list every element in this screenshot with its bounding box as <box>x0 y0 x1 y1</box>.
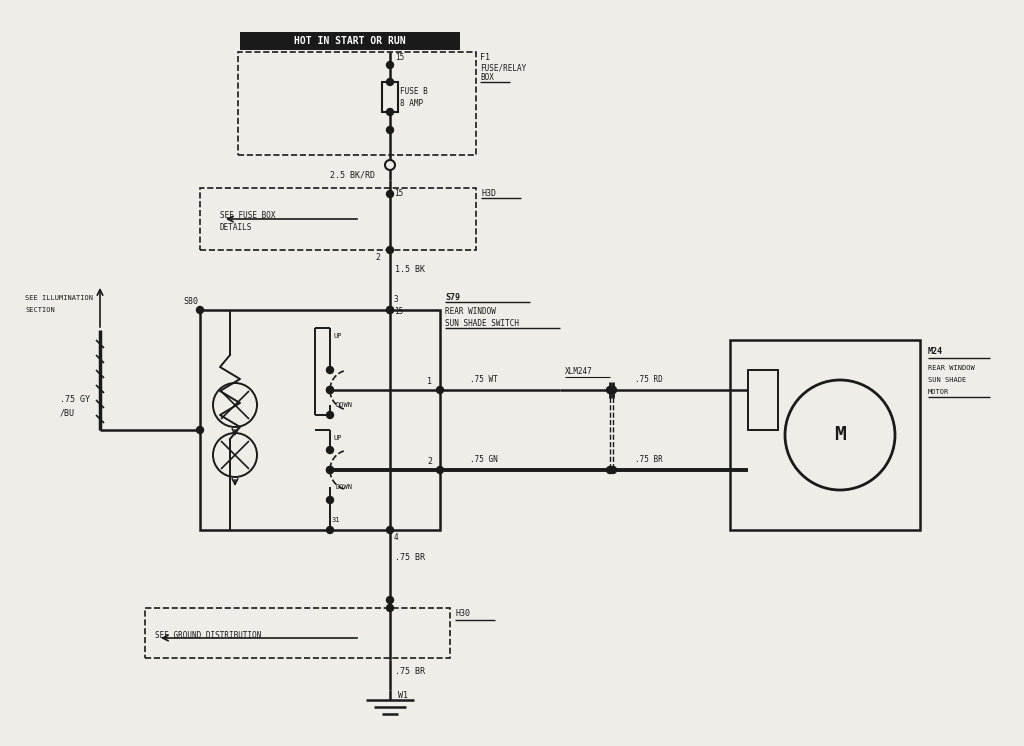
Circle shape <box>606 386 613 393</box>
Text: DETAILS: DETAILS <box>220 224 252 233</box>
Text: SECTION: SECTION <box>25 307 54 313</box>
Text: 1.5 BK: 1.5 BK <box>395 266 425 275</box>
Text: .75 BR: .75 BR <box>395 668 425 677</box>
Bar <box>200 188 476 250</box>
Text: 4: 4 <box>394 533 398 542</box>
Circle shape <box>327 386 334 393</box>
Circle shape <box>386 190 393 198</box>
Text: MOTOR: MOTOR <box>928 389 949 395</box>
Bar <box>730 340 920 530</box>
Circle shape <box>386 246 393 254</box>
Text: 2.5 BK/RD: 2.5 BK/RD <box>330 171 375 180</box>
Circle shape <box>436 466 443 474</box>
Bar <box>145 608 450 658</box>
Circle shape <box>327 466 334 474</box>
Circle shape <box>213 383 257 427</box>
Text: SUN SHADE: SUN SHADE <box>928 377 967 383</box>
Text: UP: UP <box>334 435 342 441</box>
Circle shape <box>386 527 393 533</box>
Text: /BU: /BU <box>60 409 75 418</box>
Text: .75 GY: .75 GY <box>60 395 90 404</box>
Circle shape <box>386 108 393 116</box>
Text: SUN SHADE SWITCH: SUN SHADE SWITCH <box>445 319 519 328</box>
Circle shape <box>213 433 257 477</box>
Text: SEE GROUND DISTRIBUTION: SEE GROUND DISTRIBUTION <box>155 630 261 639</box>
Bar <box>238 52 476 155</box>
Text: 15: 15 <box>394 307 403 316</box>
Text: H30: H30 <box>455 609 470 618</box>
Text: 1: 1 <box>427 377 432 386</box>
Text: .75 RD: .75 RD <box>635 375 663 384</box>
Circle shape <box>436 386 443 393</box>
Circle shape <box>385 160 395 170</box>
Text: FUSE/RELAY: FUSE/RELAY <box>480 63 526 72</box>
Text: REAR WINDOW: REAR WINDOW <box>928 365 975 371</box>
Text: DOWN: DOWN <box>335 402 352 408</box>
Text: .75 WT: .75 WT <box>470 375 498 384</box>
Text: UP: UP <box>334 333 342 339</box>
Text: BOX: BOX <box>480 74 494 83</box>
Text: FUSE B: FUSE B <box>400 87 428 96</box>
Circle shape <box>609 386 616 393</box>
Text: H3D: H3D <box>481 189 496 198</box>
Circle shape <box>386 78 393 86</box>
Text: 2: 2 <box>375 254 380 263</box>
Text: 15: 15 <box>395 54 404 63</box>
Circle shape <box>386 307 393 313</box>
Bar <box>748 370 778 430</box>
Text: 8 AMP: 8 AMP <box>400 98 423 107</box>
Circle shape <box>386 307 393 313</box>
Circle shape <box>327 412 334 419</box>
Text: 31: 31 <box>332 517 341 523</box>
Text: XLM247: XLM247 <box>565 368 593 377</box>
Text: F1: F1 <box>480 52 490 61</box>
Text: W1: W1 <box>398 691 408 700</box>
Circle shape <box>197 307 204 313</box>
Circle shape <box>327 497 334 504</box>
Text: M24: M24 <box>928 348 943 357</box>
Circle shape <box>386 61 393 69</box>
Text: 15: 15 <box>394 189 403 198</box>
Text: SEE FUSE BOX: SEE FUSE BOX <box>220 210 275 219</box>
Text: .75 BR: .75 BR <box>635 456 663 465</box>
Circle shape <box>386 597 393 604</box>
Text: M: M <box>835 425 846 445</box>
Circle shape <box>327 447 334 454</box>
Text: DOWN: DOWN <box>335 484 352 490</box>
Bar <box>382 82 398 112</box>
Circle shape <box>386 127 393 134</box>
Circle shape <box>327 466 334 474</box>
Text: HOT IN START OR RUN: HOT IN START OR RUN <box>294 36 406 46</box>
Text: S80: S80 <box>183 298 198 307</box>
Circle shape <box>327 366 334 374</box>
Circle shape <box>386 604 393 612</box>
Bar <box>200 310 440 530</box>
Circle shape <box>609 466 616 474</box>
Text: REAR WINDOW: REAR WINDOW <box>445 307 496 316</box>
Text: .75 GN: .75 GN <box>470 456 498 465</box>
Circle shape <box>327 386 334 393</box>
Text: 2: 2 <box>427 457 432 466</box>
Text: 3: 3 <box>394 295 398 304</box>
Circle shape <box>606 466 613 474</box>
Circle shape <box>327 527 334 533</box>
Circle shape <box>785 380 895 490</box>
Circle shape <box>197 427 204 433</box>
Bar <box>240 32 460 50</box>
Text: SEE ILLUMINATION: SEE ILLUMINATION <box>25 295 93 301</box>
Text: S79: S79 <box>445 293 460 302</box>
Text: .75 BR: .75 BR <box>395 554 425 562</box>
